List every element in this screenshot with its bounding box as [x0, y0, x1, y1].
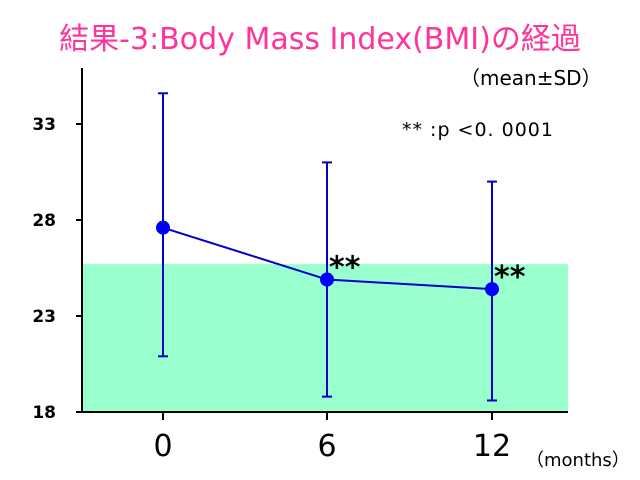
x-tick-label: 12	[473, 429, 511, 464]
data-point	[320, 272, 334, 287]
significance-marker: **	[494, 260, 526, 295]
chart-title: 結果-3:Body Mass Index(BMI)の経過	[59, 22, 581, 57]
y-tick-label: 33	[32, 115, 56, 135]
significance-note: ** :p <0. 0001	[402, 119, 554, 141]
x-unit-label: （months）	[526, 450, 630, 471]
y-tick-label: 28	[32, 211, 56, 231]
y-tick-label: 23	[32, 307, 56, 327]
data-point	[485, 282, 499, 297]
x-tick-label: 6	[317, 429, 336, 464]
chart-subtitle: （mean±SD）	[460, 66, 602, 90]
x-tick-label: 0	[153, 429, 172, 464]
data-point	[156, 220, 170, 235]
y-tick-label: 18	[32, 403, 56, 423]
significance-marker: **	[329, 251, 361, 286]
